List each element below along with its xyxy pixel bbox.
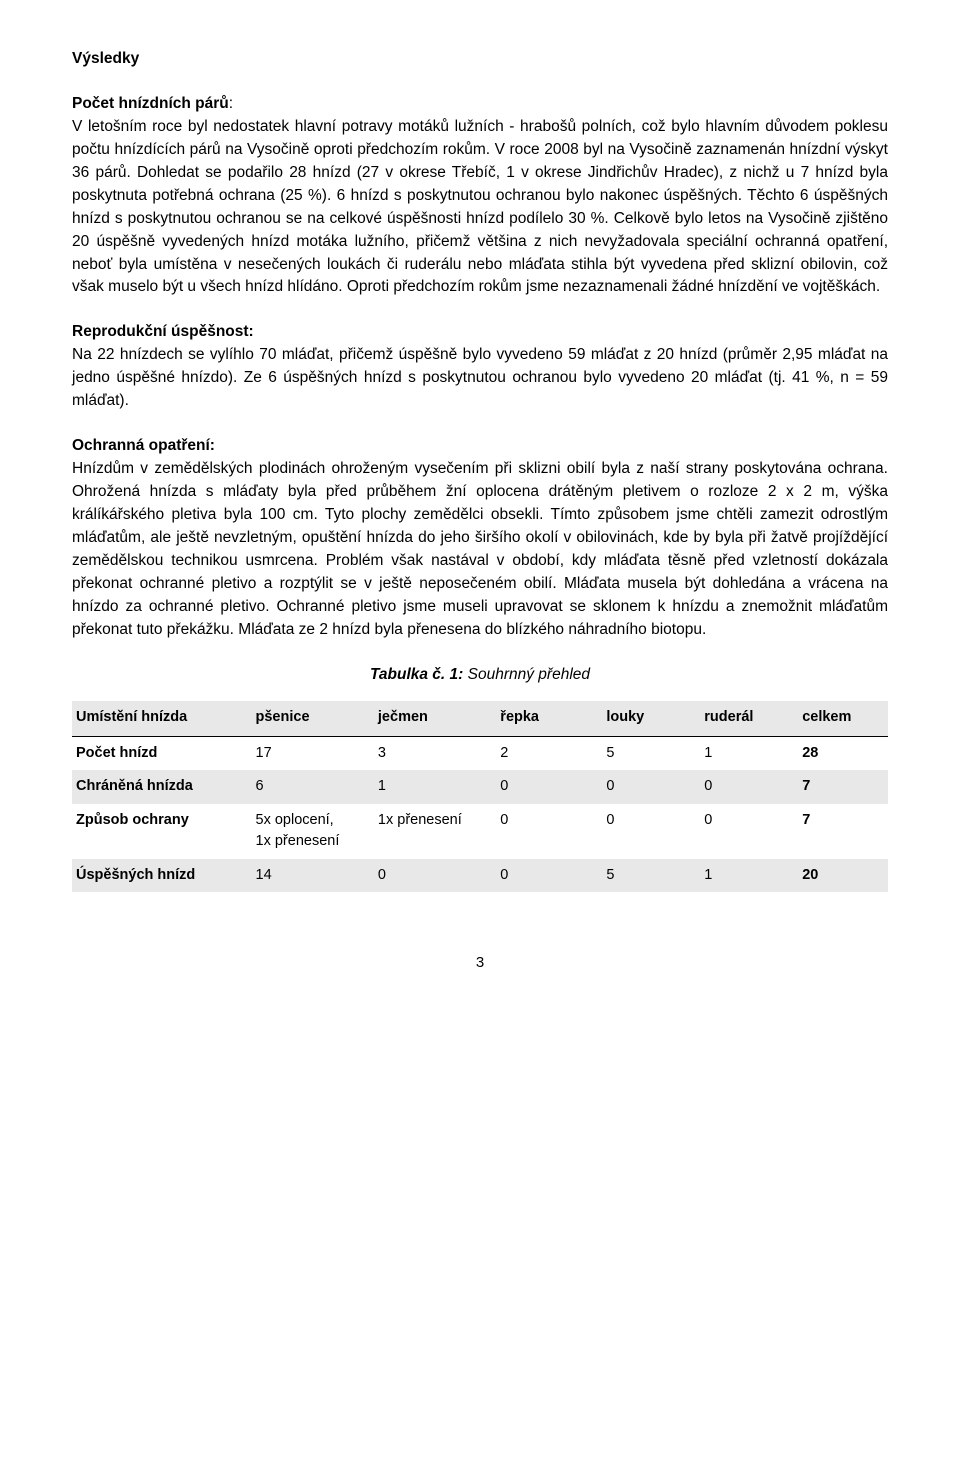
table-column-header: řepka xyxy=(496,701,602,737)
table-cell: 0 xyxy=(602,770,700,803)
table-column-header: celkem xyxy=(798,701,888,737)
table-column-header: louky xyxy=(602,701,700,737)
table-cell: 0 xyxy=(700,770,798,803)
body-reproduction: Na 22 hnízdech se vylíhlo 70 mláďat, při… xyxy=(72,346,888,409)
table-column-header: pšenice xyxy=(252,701,374,737)
table-row: Chráněná hnízda610007 xyxy=(72,770,888,803)
table-row-head: Způsob ochrany xyxy=(72,804,252,859)
table-cell: 0 xyxy=(496,770,602,803)
table-caption-number: Tabulka č. 1: xyxy=(370,666,463,683)
table-row: Způsob ochrany5x oplocení,1x přenesení1x… xyxy=(72,804,888,859)
table-cell: 1 xyxy=(700,859,798,892)
table-cell: 0 xyxy=(374,859,496,892)
table-row: Počet hnízd17325128 xyxy=(72,736,888,770)
table-row: Úspěšných hnízd14005120 xyxy=(72,859,888,892)
table-cell: 0 xyxy=(602,804,700,859)
label-nest-pairs: Počet hnízdních párů xyxy=(72,95,229,112)
table-column-header: ječmen xyxy=(374,701,496,737)
summary-table: Umístění hnízda pšenice ječmen řepka lou… xyxy=(72,701,888,893)
table-cell: 1 xyxy=(374,770,496,803)
paragraph-protection: Ochranná opatření: Hnízdům v zemědělskýc… xyxy=(72,435,888,641)
table-cell: 2 xyxy=(496,736,602,770)
label-nest-pairs-suffix: : xyxy=(229,95,233,112)
table-cell: 0 xyxy=(496,804,602,859)
table-cell: 6 xyxy=(252,770,374,803)
table-header-row: Umístění hnízda pšenice ječmen řepka lou… xyxy=(72,701,888,737)
paragraph-reproduction: Reprodukční úspěšnost: Na 22 hnízdech se… xyxy=(72,321,888,413)
table-row-head: Úspěšných hnízd xyxy=(72,859,252,892)
table-cell: 7 xyxy=(798,770,888,803)
table-cell: 5 xyxy=(602,859,700,892)
table-cell: 5 xyxy=(602,736,700,770)
heading-results: Výsledky xyxy=(72,48,888,71)
table-row-head: Chráněná hnízda xyxy=(72,770,252,803)
table-column-header: Umístění hnízda xyxy=(72,701,252,737)
table-cell: 20 xyxy=(798,859,888,892)
label-reproduction: Reprodukční úspěšnost: xyxy=(72,323,254,340)
table-cell: 7 xyxy=(798,804,888,859)
table-cell: 3 xyxy=(374,736,496,770)
table-cell: 1x přenesení xyxy=(374,804,496,859)
table-cell: 14 xyxy=(252,859,374,892)
table-cell: 28 xyxy=(798,736,888,770)
table-cell: 0 xyxy=(496,859,602,892)
table-column-header: ruderál xyxy=(700,701,798,737)
table-row-head: Počet hnízd xyxy=(72,736,252,770)
table-cell: 0 xyxy=(700,804,798,859)
page-number: 3 xyxy=(72,952,888,974)
table-caption-title: Souhrnný přehled xyxy=(463,666,590,683)
table-cell: 1 xyxy=(700,736,798,770)
table-cell: 17 xyxy=(252,736,374,770)
table-caption: Tabulka č. 1: Souhrnný přehled xyxy=(72,664,888,687)
table-cell: 5x oplocení,1x přenesení xyxy=(252,804,374,859)
paragraph-nest-pairs: Počet hnízdních párů: V letošním roce by… xyxy=(72,93,888,299)
body-protection: Hnízdům v zemědělských plodinách ohrožen… xyxy=(72,460,888,638)
label-protection: Ochranná opatření: xyxy=(72,437,215,454)
body-nest-pairs: V letošním roce byl nedostatek hlavní po… xyxy=(72,118,888,296)
